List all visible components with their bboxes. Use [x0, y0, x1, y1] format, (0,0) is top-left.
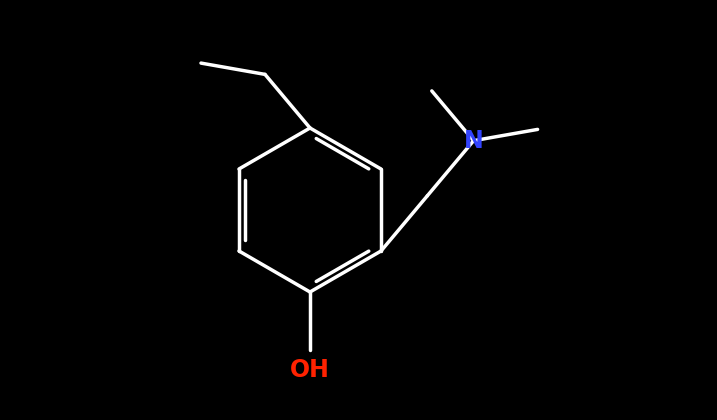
Text: N: N: [464, 129, 483, 153]
Text: OH: OH: [290, 358, 330, 382]
